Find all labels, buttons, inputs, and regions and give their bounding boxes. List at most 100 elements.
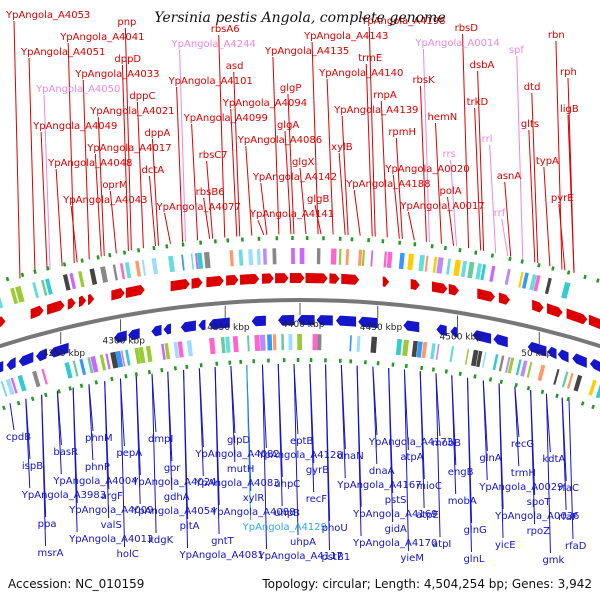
gene-label: asd xyxy=(226,61,244,72)
cog-track-reverse xyxy=(134,347,141,365)
minor-tick xyxy=(591,404,595,410)
minor-tick xyxy=(62,262,67,267)
forward-gene-arrow xyxy=(546,303,563,318)
gene-label: argF xyxy=(101,491,123,502)
reverse-gene-arrow xyxy=(472,330,492,344)
cog-track-reverse xyxy=(553,368,560,385)
tick-marks: 4250 kbp 4300 kbp 4350 kbp 4400 kbp 4450 kbp… xyxy=(2,236,600,411)
cog-track-reverse xyxy=(317,334,322,351)
minor-tick xyxy=(137,248,141,253)
gene-label: rph xyxy=(560,67,577,78)
cog-track-reverse xyxy=(356,335,361,352)
gene-label: phnP xyxy=(85,462,110,473)
leader-line xyxy=(403,369,409,451)
minor-tick xyxy=(526,385,531,391)
gene-label: YpAngola_A4013 xyxy=(68,534,153,545)
minor-tick xyxy=(147,369,151,375)
cog-track-reverse xyxy=(110,351,119,369)
cog-track-reverse xyxy=(173,341,180,359)
cog-track-reverse xyxy=(349,335,352,352)
cog-track-reverse xyxy=(505,356,511,373)
leader-line xyxy=(120,378,126,548)
gene-label: xylB xyxy=(331,142,353,153)
leader-line xyxy=(233,71,241,237)
leader-line xyxy=(567,114,575,274)
leader-line xyxy=(340,364,346,479)
minor-tick xyxy=(473,374,477,379)
leader-line xyxy=(341,115,349,235)
forward-gene-arrow xyxy=(240,273,260,285)
forward-gene-arrow xyxy=(125,284,145,298)
leader-line xyxy=(504,181,512,257)
minor-tick xyxy=(5,276,10,282)
gene-label: YpAngola_A4128 xyxy=(257,450,342,461)
cog-track-reverse xyxy=(395,338,403,356)
leader-line xyxy=(28,57,36,274)
leader-line xyxy=(230,365,236,463)
gene-label: YpAngola_A4101 xyxy=(168,76,253,87)
cog-track-reverse xyxy=(105,353,111,370)
reverse-gene-arrow xyxy=(527,341,547,357)
gene-label: pnp xyxy=(117,17,136,28)
leader-line xyxy=(136,101,144,249)
gene-label: YpAngola_A4142 xyxy=(252,172,337,183)
cog-track-reverse xyxy=(312,334,318,351)
gene-label: YpAngola_A4017 xyxy=(86,143,171,154)
cog-track-forward xyxy=(100,266,109,283)
leader-line xyxy=(568,399,574,540)
cog-track-reverse xyxy=(595,381,600,399)
leader-line xyxy=(284,130,292,235)
gene-label: YpAngola_A4033 xyxy=(74,69,159,80)
cog-track-reverse xyxy=(10,377,18,394)
gene-label: dppA xyxy=(144,128,170,139)
leader-line xyxy=(55,168,63,267)
cog-track-reverse xyxy=(32,370,41,388)
tick-label: 4250 kbp xyxy=(43,349,86,359)
cog-track-reverse xyxy=(209,337,216,355)
forward-gene-arrow xyxy=(47,300,65,315)
leader-line xyxy=(148,175,156,247)
cog-track-reverse xyxy=(125,349,131,366)
leader-line xyxy=(514,386,520,467)
minor-tick xyxy=(555,393,559,399)
leader-line xyxy=(558,203,566,271)
minor-tick xyxy=(596,278,600,283)
forward-gene-arrow xyxy=(88,293,95,306)
cog-track-forward xyxy=(41,279,48,296)
gene-label: rbn xyxy=(548,30,565,41)
cog-track-reverse xyxy=(99,354,107,371)
cog-track-forward xyxy=(467,261,475,279)
gene-label: rpoZ xyxy=(527,526,551,537)
leader-line xyxy=(372,366,378,465)
leader-line xyxy=(151,138,159,246)
cog-track-forward xyxy=(338,248,342,265)
cog-track-forward xyxy=(190,253,195,270)
gene-label: YpAngola_A4167 xyxy=(336,480,421,491)
gene-label: YpAngola_A4041 xyxy=(59,32,144,43)
gene-label: YpAngola_A4139 xyxy=(333,105,418,116)
tick-label: 4450 kbp xyxy=(360,323,403,333)
cog-track-forward xyxy=(194,253,199,270)
forward-gene-arrow xyxy=(448,283,460,296)
cog-track-forward xyxy=(135,260,141,277)
leader-line xyxy=(392,174,400,239)
cog-track-reverse xyxy=(492,354,499,371)
gene-label: yieM xyxy=(400,553,423,564)
gene-label: YpAngola_A4083 xyxy=(194,478,279,489)
gene-label: dnaA xyxy=(369,466,395,477)
forward-gene-arrow xyxy=(588,314,600,330)
gene-label: rbsK xyxy=(412,75,435,86)
leader-line xyxy=(43,94,51,270)
tick-label: 50 kbp xyxy=(521,349,552,359)
cog-track-forward xyxy=(518,271,524,288)
forward-gene-arrow xyxy=(275,273,289,284)
genome-summary-text: Topology: circular; Length: 4,504,254 bp… xyxy=(262,577,592,591)
leader-line xyxy=(422,48,430,243)
cog-track-reverse xyxy=(254,334,261,352)
reverse-gene-arrow xyxy=(450,326,458,338)
gene-label: gidA xyxy=(385,524,407,535)
forward-gene-arrow xyxy=(30,305,44,320)
backbone xyxy=(0,297,600,349)
gene-label: pepA xyxy=(116,448,142,459)
gene-label: pyrE xyxy=(551,193,574,204)
